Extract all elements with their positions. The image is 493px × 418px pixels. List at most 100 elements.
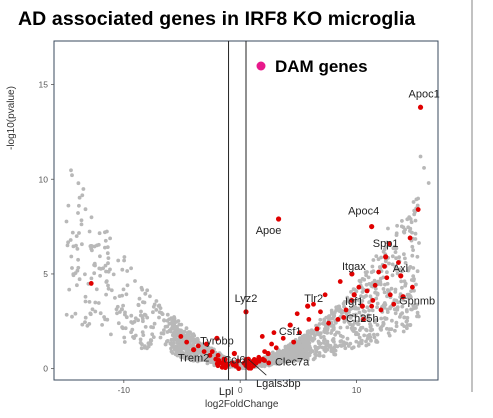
background-gene-point: [400, 304, 405, 309]
background-gene-point: [89, 215, 94, 220]
background-gene-point: [369, 270, 374, 275]
dam-gene-point: [349, 271, 355, 277]
background-gene-point: [105, 251, 110, 256]
chart-marks: Apoc1 Apoc4 Apoe Spp1 Itgax Axl Igf1 Gpnmb Ch25h…: [88, 88, 440, 398]
dam-gene-point: [370, 298, 376, 303]
background-gene-point: [401, 329, 406, 334]
background-gene-point: [98, 254, 102, 259]
gene-label: Csf1: [279, 326, 302, 338]
gene-label: Ch25h: [346, 313, 378, 325]
background-gene-point: [87, 300, 92, 304]
background-gene-point: [83, 272, 87, 277]
background-gene-point: [365, 317, 370, 322]
background-gene-point: [367, 308, 371, 313]
background-gene-point: [150, 332, 155, 337]
background-gene-point: [334, 308, 338, 313]
background-gene-point: [138, 337, 143, 342]
background-gene-point: [409, 220, 414, 225]
dam-gene-point: [251, 357, 257, 362]
background-gene-point: [175, 353, 180, 358]
background-gene-point: [355, 306, 359, 311]
background-gene-point: [188, 342, 193, 347]
background-gene-point: [313, 344, 318, 349]
background-gene-point: [415, 203, 420, 208]
background-gene-point: [93, 309, 98, 314]
background-gene-point: [385, 326, 389, 331]
background-gene-point: [377, 265, 382, 269]
background-gene-point: [277, 361, 281, 365]
background-gene-point: [368, 324, 373, 329]
background-gene-point: [394, 324, 399, 329]
background-gene-point: [338, 333, 343, 338]
background-gene-point: [83, 299, 88, 304]
dam-gene-point: [417, 104, 424, 110]
dam-gene-point: [314, 326, 320, 332]
background-gene-point: [136, 303, 141, 308]
background-gene-point: [415, 314, 419, 319]
background-gene-point: [85, 323, 90, 328]
dam-gene-point: [400, 294, 406, 300]
background-gene-point: [123, 326, 128, 331]
background-gene-point: [141, 319, 145, 324]
background-gene-point: [70, 173, 74, 178]
background-gene-point: [172, 317, 177, 322]
gene-label: Igf1: [345, 296, 363, 308]
dam-gene-point: [233, 363, 239, 369]
background-gene-point: [305, 331, 310, 336]
background-gene-point: [381, 322, 386, 326]
dam-gene-point: [201, 349, 207, 354]
background-points: [64, 154, 431, 371]
dam-gene-point: [271, 330, 277, 336]
gene-label: Apoc4: [348, 206, 379, 218]
background-gene-point: [170, 326, 175, 331]
background-gene-point: [169, 337, 174, 342]
background-gene-point: [76, 265, 81, 270]
dam-gene-point: [241, 360, 247, 366]
background-gene-point: [323, 323, 328, 328]
background-gene-point: [132, 319, 137, 324]
background-gene-point: [184, 344, 189, 349]
gene-label: Spp1: [373, 238, 399, 250]
background-gene-point: [103, 238, 108, 243]
background-gene-point: [345, 295, 350, 300]
background-gene-point: [351, 287, 356, 292]
dam-gene-point: [364, 288, 370, 294]
background-gene-point: [125, 269, 130, 273]
background-gene-point: [184, 326, 189, 331]
background-gene-point: [324, 342, 328, 347]
background-gene-point: [69, 168, 73, 173]
gene-label: Apoe: [256, 225, 282, 237]
background-gene-point: [345, 336, 350, 341]
background-gene-point: [77, 195, 82, 200]
background-gene-point: [374, 254, 379, 258]
background-gene-point: [98, 311, 103, 316]
dam-gene-point: [383, 254, 389, 260]
background-gene-point: [394, 320, 399, 325]
background-gene-point: [332, 345, 337, 350]
background-gene-point: [379, 325, 384, 330]
dam-gene-point: [215, 361, 221, 366]
background-gene-point: [370, 264, 375, 269]
background-gene-point: [172, 333, 177, 337]
background-gene-point: [369, 338, 373, 343]
background-gene-point: [395, 223, 399, 228]
background-gene-point: [106, 283, 110, 288]
background-gene-point: [316, 339, 321, 344]
background-gene-point: [349, 290, 353, 294]
background-gene-point: [345, 314, 350, 319]
background-gene-point: [408, 229, 412, 233]
background-gene-point: [109, 288, 114, 293]
background-gene-point: [412, 288, 416, 293]
background-gene-point: [345, 325, 350, 330]
background-gene-point: [89, 276, 94, 281]
background-gene-point: [325, 328, 330, 332]
background-gene-point: [291, 353, 296, 357]
background-gene-point: [77, 277, 82, 282]
background-gene-point: [184, 334, 189, 338]
background-gene-point: [422, 165, 426, 170]
gene-label: Lpl: [219, 386, 234, 398]
background-gene-point: [403, 256, 407, 261]
background-gene-point: [295, 358, 300, 363]
background-gene-point: [104, 269, 108, 274]
background-gene-point: [322, 317, 327, 322]
